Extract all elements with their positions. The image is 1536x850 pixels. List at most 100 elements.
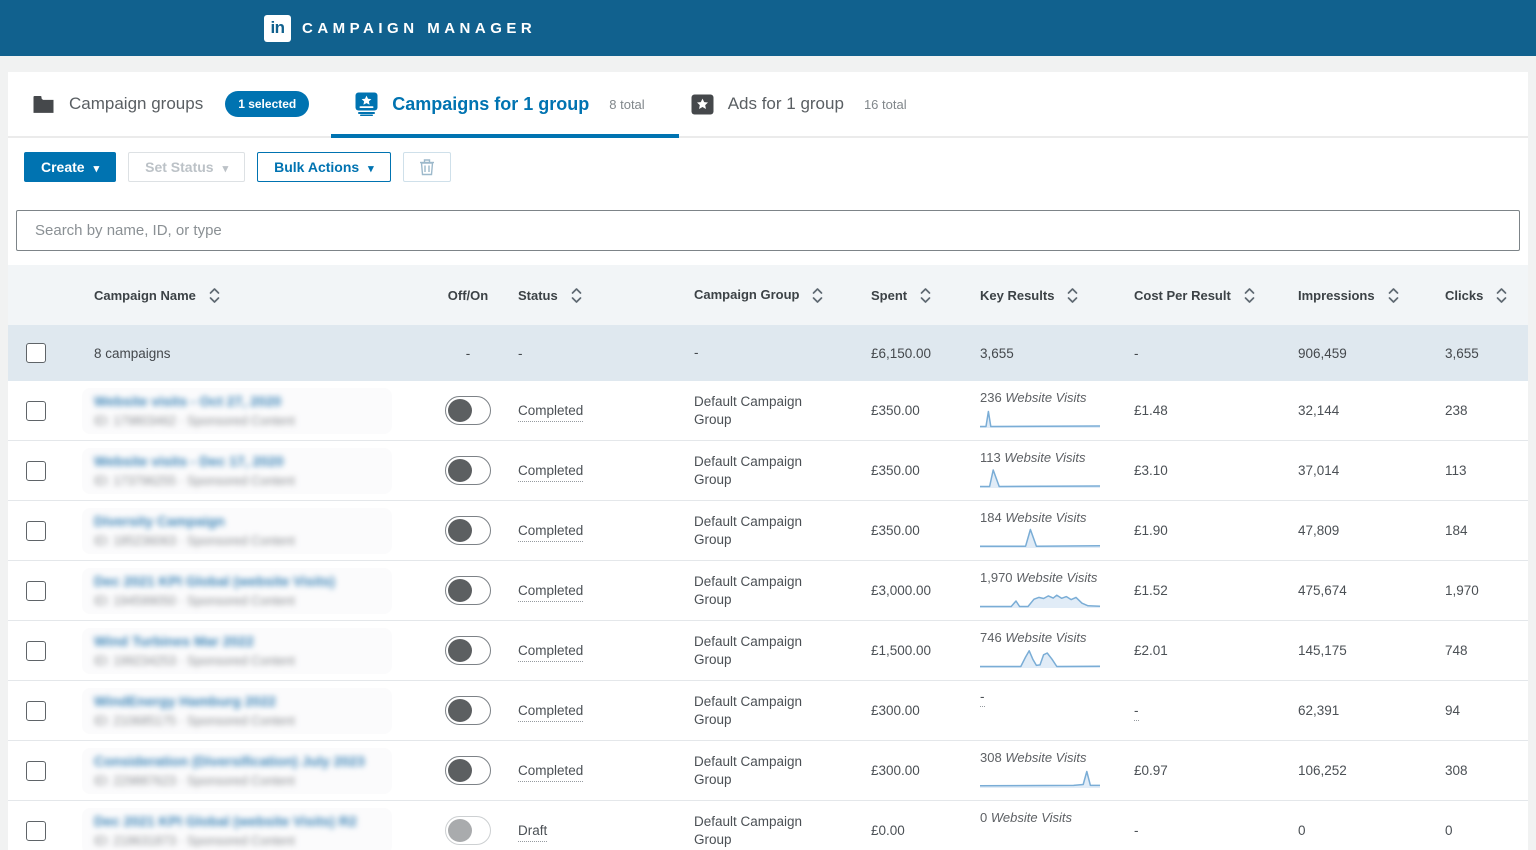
table-body: Website visits - Oct 27, 2020 ID: 179803… [8,381,1528,850]
campaign-name-link[interactable]: Diversity Campaign [94,512,225,529]
column-header-key-results[interactable]: Key Results [968,287,1124,304]
spent-value: £350.00 [871,463,920,478]
impressions-value: 0 [1298,823,1306,838]
status-label[interactable]: Draft [518,823,548,842]
delete-button[interactable] [402,152,451,182]
off-on-toggle[interactable] [445,516,491,545]
impressions-value: 47,809 [1298,523,1340,538]
campaign-name-link[interactable]: Dec 2021 KPI Global (website Visits) R2 [94,812,357,829]
campaign-name-link[interactable]: Website visits - Dec 17, 2020 [94,452,284,469]
key-results-type: Website Visits [990,810,1073,825]
status-label[interactable]: Completed [518,703,584,722]
row-checkbox[interactable] [26,580,46,601]
bulk-actions-button[interactable]: Bulk Actions ▾ [257,152,391,182]
campaign-name-link[interactable]: Website visits - Oct 27, 2020 [94,392,282,409]
key-results-cell: 308 Website Visits [968,741,1124,800]
cost-per-result-value: - [1134,823,1139,838]
tab-ads-label: Ads for 1 group [727,94,844,113]
status-label[interactable]: Completed [518,643,584,662]
key-results-sparkline [980,528,1100,548]
off-on-toggle[interactable] [445,396,491,425]
row-checkbox[interactable] [26,760,46,781]
tab-campaign-groups[interactable]: Campaign groups 1 selected [32,72,310,136]
brand: in CAMPAIGN MANAGER [264,0,536,56]
tab-bar: Campaign groups 1 selected Campaigns for… [8,72,1528,138]
campaign-id-label: ID: 173796255 · Sponsored Content [94,473,295,488]
column-header-cost-per-result[interactable]: Cost Per Result [1124,287,1288,304]
off-on-toggle[interactable] [445,756,491,785]
clicks-value: 748 [1445,643,1468,658]
key-results-dash: - [980,689,985,707]
off-on-toggle[interactable] [445,456,491,485]
create-button[interactable]: Create ▾ [24,152,117,182]
campaign-group-label: Default Campaign Group [694,513,803,547]
campaign-name-block: Wind Turbines Mar 2022 ID: 199234253 · S… [82,627,392,674]
clicks-value: 184 [1445,523,1468,538]
key-results-count: 184 [980,510,1002,525]
key-results-cell: 0 Website Visits [968,801,1124,850]
ads-icon [691,94,714,114]
spent-value: £0.00 [871,823,905,838]
off-on-toggle[interactable] [445,576,491,605]
sort-icon [571,287,582,303]
summary-clicks: 3,655 [1445,345,1479,361]
tab-ads-total: 16 total [863,96,907,112]
off-on-toggle[interactable] [445,816,491,845]
set-status-button[interactable]: Set Status ▾ [128,152,246,182]
campaign-name-link[interactable]: Dec 2021 KPI Global (website Visits) [94,572,335,589]
clicks-value: 0 [1445,823,1453,838]
column-header-group[interactable]: Campaign Group [680,287,860,304]
selected-count-badge: 1 selected [225,91,310,117]
sort-icon [813,287,823,303]
column-header-spent[interactable]: Spent [860,287,968,304]
campaign-name-block: Website visits - Dec 17, 2020 ID: 173796… [82,447,392,494]
sort-icon [920,287,931,303]
trash-icon [419,159,434,176]
row-checkbox[interactable] [26,700,46,721]
cost-per-result-value: £1.48 [1134,403,1168,418]
off-on-toggle[interactable] [445,636,491,665]
cost-per-result-value: £3.10 [1134,463,1168,478]
impressions-value: 37,014 [1298,463,1340,478]
tab-campaign-groups-label: Campaign groups [69,94,204,113]
row-checkbox[interactable] [26,640,46,661]
app-bar: in CAMPAIGN MANAGER [0,0,1536,56]
tab-ads[interactable]: Ads for 1 group 16 total [691,72,907,136]
summary-label: 8 campaigns [94,345,171,361]
row-checkbox[interactable] [26,400,46,421]
status-label[interactable]: Completed [518,463,584,482]
row-checkbox[interactable] [26,820,46,841]
column-header-status[interactable]: Status [506,287,680,304]
key-results-sparkline [980,410,1100,428]
row-checkbox[interactable] [26,520,46,541]
summary-impressions: 906,459 [1298,345,1347,361]
key-results-cell: 113 Website Visits [968,441,1124,500]
campaign-name-link[interactable]: Wind Turbines Mar 2022 [94,632,254,649]
campaign-group-label: Default Campaign Group [694,633,803,667]
status-label[interactable]: Completed [518,583,584,602]
key-results-cell: 746 Website Visits [968,621,1124,680]
status-label[interactable]: Completed [518,763,584,782]
column-header-impressions[interactable]: Impressions [1288,287,1432,304]
search-input[interactable] [16,210,1520,251]
campaign-id-label: ID: 199234253 · Sponsored Content [94,653,295,668]
campaign-name-link[interactable]: WindEnergy Hamburg 2022 [94,692,276,709]
impressions-value: 145,175 [1298,643,1347,658]
column-header-clicks[interactable]: Clicks [1432,287,1528,304]
campaign-group-label: Default Campaign Group [694,693,803,727]
toggle-knob [448,818,472,842]
column-header-name[interactable]: Campaign Name [64,287,430,304]
campaign-name-link[interactable]: Consideration (Diversification) July 202… [94,752,365,769]
row-checkbox[interactable] [26,460,46,481]
tab-campaigns[interactable]: Campaigns for 1 group 8 total [331,72,680,138]
status-label[interactable]: Completed [518,403,584,422]
off-on-toggle[interactable] [445,696,491,725]
status-label[interactable]: Completed [518,523,584,542]
campaign-id-label: ID: 218631873 · Sponsored Content [94,833,295,848]
campaign-id-label: ID: 229887623 · Sponsored Content [94,773,295,788]
select-all-checkbox[interactable] [26,343,46,363]
key-results-type: Website Visits [1005,510,1087,525]
key-results-count: 0 [980,810,988,825]
summary-offon: - [465,345,471,361]
campaign-id-label: ID: 185236063 · Sponsored Content [94,533,295,548]
